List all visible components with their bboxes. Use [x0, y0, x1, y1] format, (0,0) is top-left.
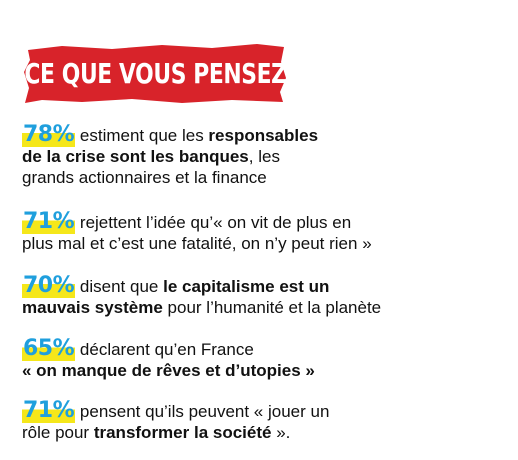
stat-bold-text: mauvais système — [22, 298, 163, 317]
stat-percent: 65% — [22, 336, 76, 361]
stat-text: rôle pour — [22, 423, 94, 442]
stat-bold-text: le capitalisme est un — [163, 277, 330, 296]
stat-percent: 70% — [22, 273, 76, 298]
stat-text: ». — [271, 423, 291, 442]
banner-title: CE QUE VOUS PENSEZ — [24, 56, 287, 90]
stat-bold-text: « on manque de rêves et d’utopies » — [22, 361, 315, 380]
stat-bold-text: de la crise sont les banques — [22, 147, 249, 166]
stat-item: 70% disent que le capitalisme est un mau… — [22, 273, 512, 318]
stat-bold-text: responsables — [208, 126, 319, 145]
stat-item: 71% pensent qu’ils peuvent « jouer un rô… — [22, 398, 512, 443]
stat-percent: 78% — [22, 122, 76, 147]
stat-text: , les — [248, 147, 280, 166]
stat-bold-text: transformer la société — [93, 423, 272, 442]
stat-text: plus mal et c’est une fatalité, on n’y p… — [22, 234, 372, 253]
stat-text: pour l’humanité et la planète — [162, 298, 382, 317]
stat-text: déclarent qu’en France — [79, 340, 254, 359]
stat-text: disent que — [79, 277, 164, 296]
stat-text: rejettent l’idée qu’« on vit de plus en — [79, 213, 352, 232]
stat-text: estiment que les — [79, 126, 209, 145]
banner: CE QUE VOUS PENSEZ — [22, 40, 289, 106]
stat-item: 78% estiment que les responsables de la … — [22, 122, 512, 188]
stat-text: grands actionnaires et la finance — [22, 168, 267, 187]
stat-percent: 71% — [22, 398, 76, 423]
banner-background — [24, 44, 286, 103]
stat-percent: 71% — [22, 209, 76, 234]
stat-text: pensent qu’ils peuvent « jouer un — [79, 402, 330, 421]
stat-item: 71% rejettent l’idée qu’« on vit de plus… — [22, 209, 512, 254]
stat-item: 65% déclarent qu’en France « on manque d… — [22, 336, 512, 381]
